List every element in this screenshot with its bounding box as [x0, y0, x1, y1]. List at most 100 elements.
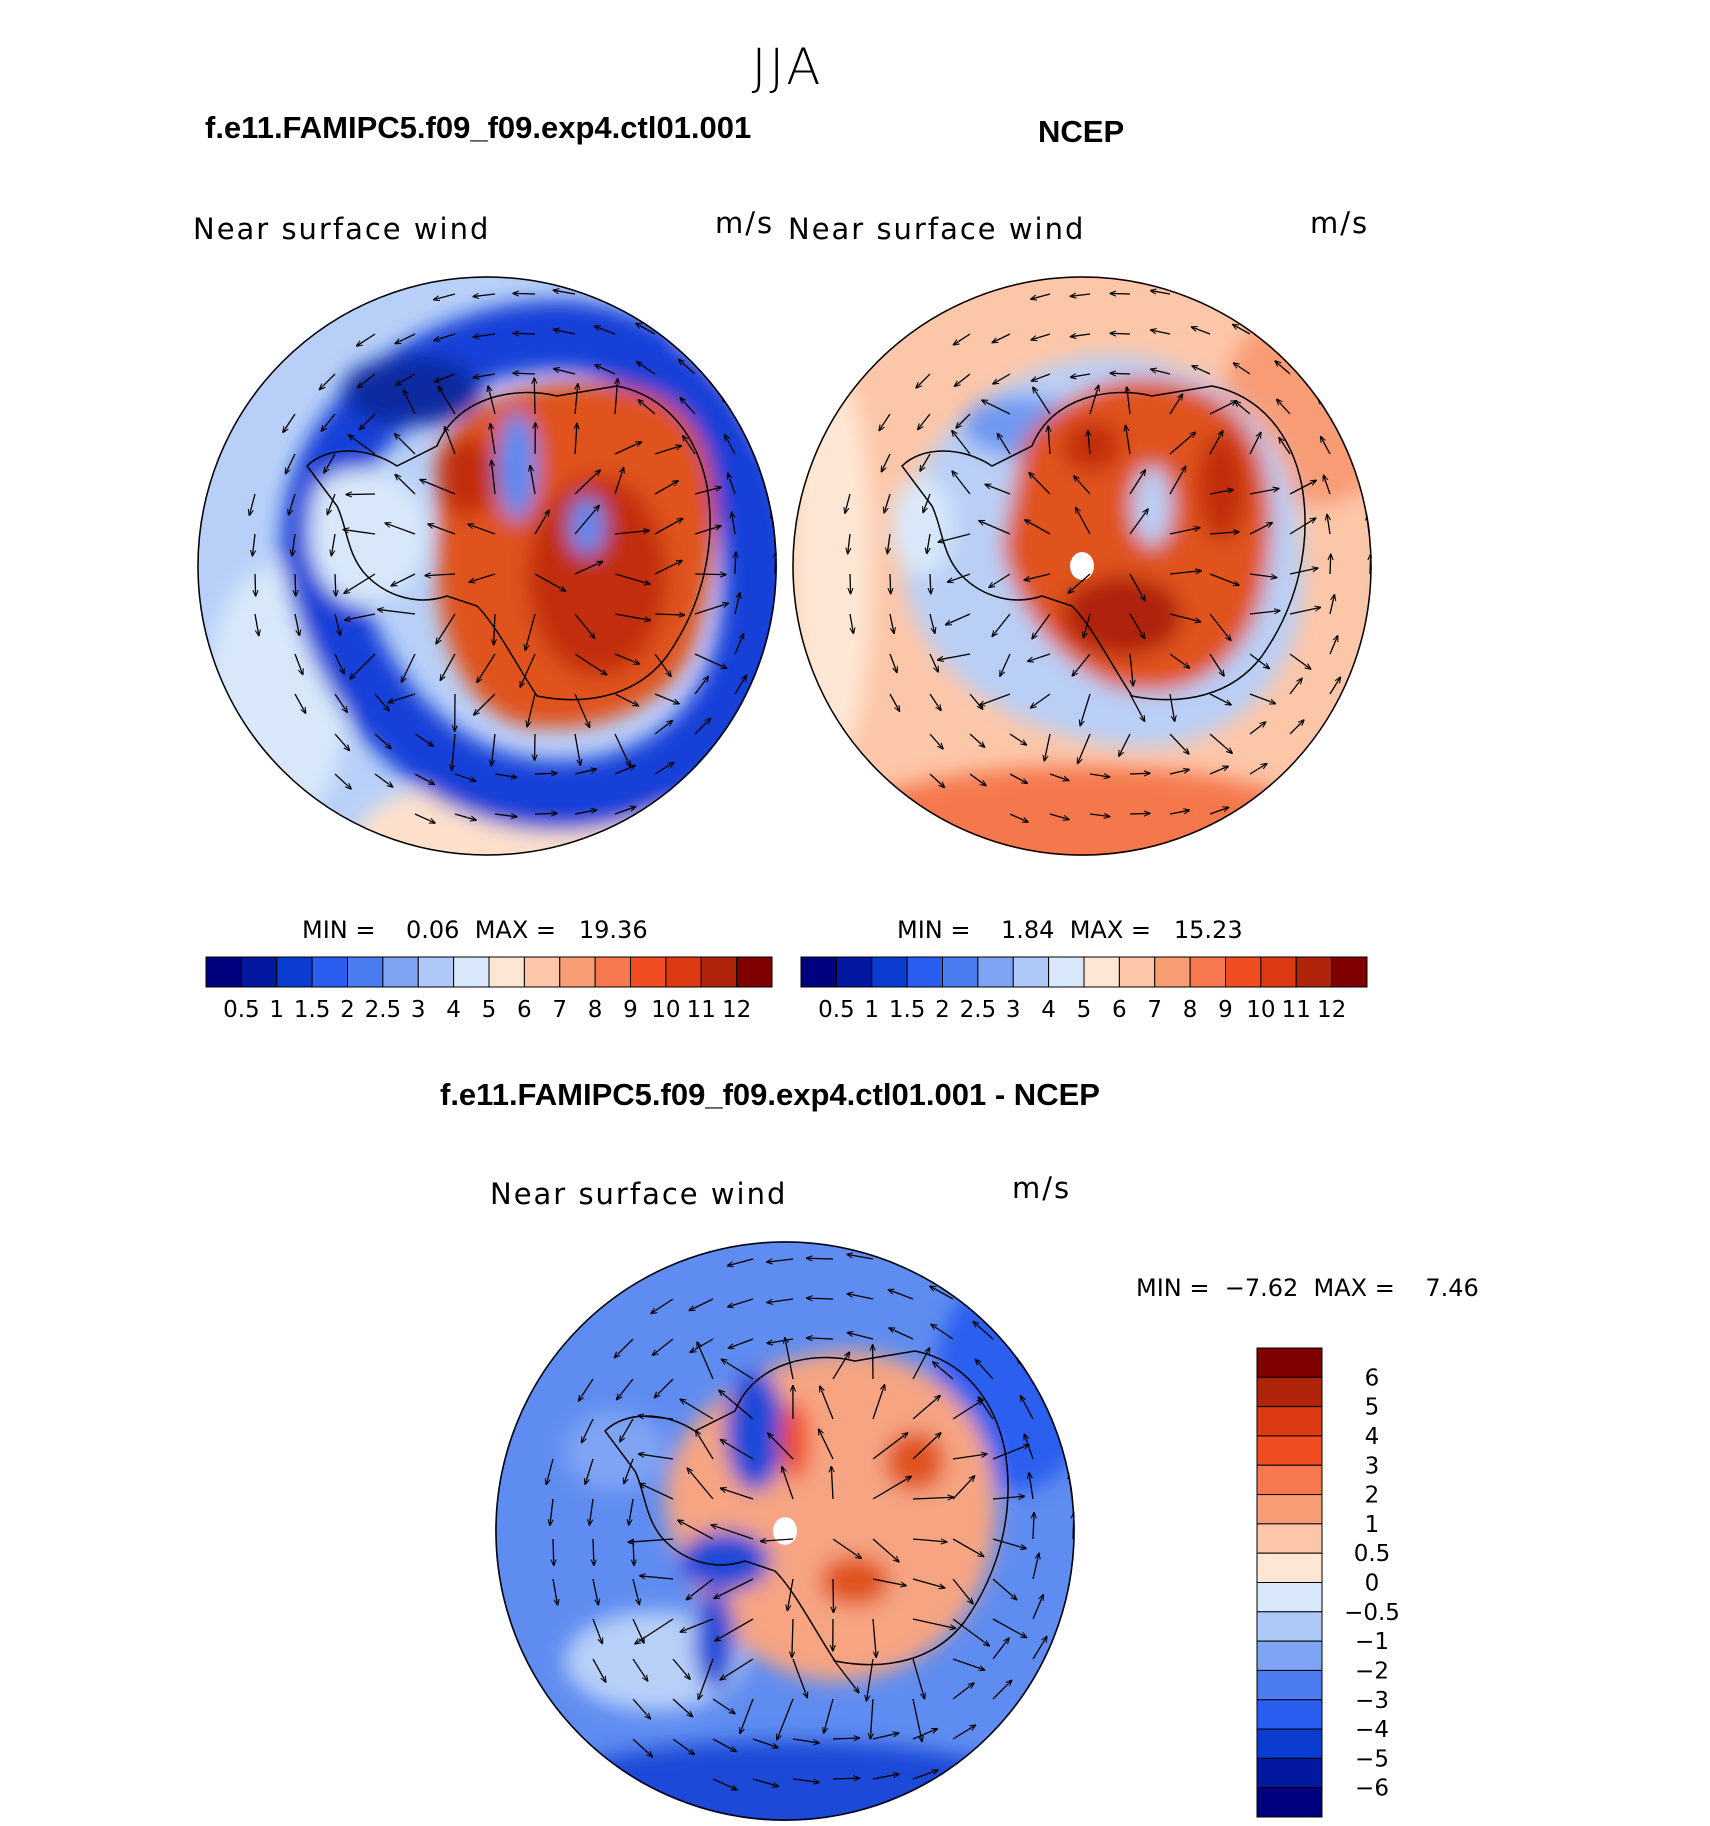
wind-vector-arrow	[952, 1767, 976, 1780]
obs-colorbar-swatch	[942, 956, 979, 988]
wind-vector-arrow	[452, 733, 456, 770]
model-colorbar-swatch	[382, 956, 419, 988]
wind-vector-arrow	[769, 473, 776, 495]
wind-vector-arrow	[1024, 1434, 1034, 1460]
wind-vector-arrow	[636, 323, 656, 335]
wind-vector-arrow	[890, 573, 891, 594]
wind-vector-arrow	[740, 1698, 754, 1733]
wind-vector-arrow	[698, 1658, 714, 1699]
obs-colorbar-tick-label: 2	[935, 997, 950, 1023]
wind-vector-arrow	[1009, 733, 1026, 745]
diff-colorbar-tick-label: 0.5	[1354, 1541, 1391, 1567]
wind-vector-arrow	[395, 434, 416, 455]
model-colorbar-swatch	[594, 956, 631, 988]
wind-vector-arrow	[614, 573, 650, 584]
wind-vector-arrow	[1009, 813, 1028, 822]
wind-vector-arrow	[579, 1378, 594, 1401]
wind-vector-arrow	[721, 1359, 754, 1380]
wind-vector-arrow	[1110, 333, 1131, 334]
wind-vector-arrow	[1032, 1553, 1039, 1580]
wind-vector-arrow	[672, 1698, 693, 1717]
wind-vector-arrow	[849, 613, 853, 633]
wind-vector-arrow	[614, 613, 650, 620]
wind-vector-arrow	[1151, 369, 1171, 375]
wind-vector-arrow	[923, 493, 931, 513]
wind-vector-arrow	[1029, 473, 1051, 495]
wind-vector-arrow	[255, 573, 256, 596]
wind-vector-arrow	[1089, 385, 1099, 415]
wind-vector-arrow	[881, 453, 891, 472]
wind-vector-arrow	[614, 468, 624, 495]
wind-vector-arrow	[582, 1418, 594, 1443]
wind-vector-arrow	[654, 561, 682, 575]
wind-vector-arrow	[953, 333, 971, 345]
wind-vector-arrow	[792, 1738, 819, 1743]
model-colorbar-tick-label: 10	[651, 997, 680, 1023]
diff-colorbar-swatch	[1256, 1757, 1323, 1789]
wind-vector-arrow	[832, 1738, 859, 1739]
wind-vector-arrow	[712, 1778, 737, 1790]
wind-vector-arrow	[992, 333, 1011, 343]
wind-vector-arrow	[832, 1778, 859, 1779]
obs-units-label: m/s	[1310, 206, 1370, 240]
wind-vector-arrow	[331, 533, 336, 556]
wind-vector-arrow	[1289, 607, 1321, 615]
wind-vector-arrow	[1089, 774, 1110, 777]
wind-vector-arrow	[1209, 532, 1239, 534]
diff-panel-title: f.e11.FAMIPC5.f09_f09.exp4.ctl01.001 - N…	[440, 1077, 1100, 1112]
wind-vector-arrow	[327, 493, 336, 515]
wind-vector-arrow	[694, 653, 727, 668]
wind-vector-arrow	[680, 1399, 714, 1420]
obs-colorbar-tick-label: 1.5	[889, 997, 926, 1023]
wind-vector-arrow	[592, 1578, 598, 1605]
wind-vector-arrow	[887, 533, 890, 554]
wind-vector-arrow	[760, 1539, 794, 1541]
wind-vector-arrow	[553, 330, 576, 335]
wind-vector-arrow	[734, 717, 749, 735]
wind-vector-arrow	[420, 480, 456, 495]
wind-vector-arrow	[1031, 373, 1051, 381]
wind-vector-arrow	[819, 1429, 834, 1460]
wind-vector-arrow	[1329, 636, 1338, 655]
wind-vector-arrow	[672, 1658, 690, 1679]
wind-vector-arrow	[638, 1416, 674, 1420]
wind-vector-arrow	[445, 427, 456, 455]
wind-vector-arrow	[346, 494, 376, 495]
obs-colorbar-tick-label: 10	[1246, 997, 1275, 1023]
wind-vector-arrow	[728, 1338, 754, 1348]
wind-vector-arrow	[696, 1431, 714, 1460]
wind-vector-arrow	[632, 1658, 648, 1681]
wind-vector-arrow	[711, 1525, 754, 1540]
diff-colorbar-swatch	[1256, 1552, 1323, 1583]
wind-vector-arrow	[820, 1386, 834, 1420]
wind-vector-arrow	[952, 1538, 984, 1557]
wind-vector-arrow	[807, 1258, 834, 1259]
wind-vector-arrow	[1024, 573, 1051, 580]
diff-colorbar-swatch	[1256, 1347, 1323, 1378]
wind-vector-arrow	[777, 1698, 794, 1740]
wind-vector-arrow	[697, 1342, 714, 1380]
wind-vector-arrow	[807, 1338, 834, 1339]
wind-vector-arrow	[1169, 528, 1200, 535]
model-colorbar-tick-label: 1.5	[294, 997, 331, 1023]
wind-vector-arrow	[374, 693, 389, 711]
wind-vector-arrow	[734, 675, 747, 695]
wind-vector-arrow	[468, 524, 496, 535]
model-wind-map	[197, 276, 777, 856]
wind-vector-arrow	[614, 531, 649, 535]
wind-vector-arrow	[1317, 359, 1331, 375]
wind-vector-arrow	[929, 613, 935, 633]
wind-vector-arrow	[1028, 653, 1051, 661]
wind-vector-arrow	[912, 1538, 947, 1542]
obs-colorbar-swatch	[977, 956, 1014, 988]
obs-colorbar-swatch	[1225, 956, 1262, 988]
wind-vector-arrow	[1364, 475, 1371, 495]
wind-vector-arrow	[889, 1328, 914, 1340]
wind-vector-arrow	[629, 1498, 634, 1525]
wind-vector-arrow	[1209, 693, 1231, 705]
wind-vector-arrow	[979, 521, 1011, 535]
wind-vector-arrow	[1129, 573, 1145, 601]
model-colorbar-tick-label: 8	[588, 997, 603, 1023]
wind-vector-arrow	[832, 1658, 859, 1693]
wind-vector-arrow	[1209, 766, 1228, 775]
